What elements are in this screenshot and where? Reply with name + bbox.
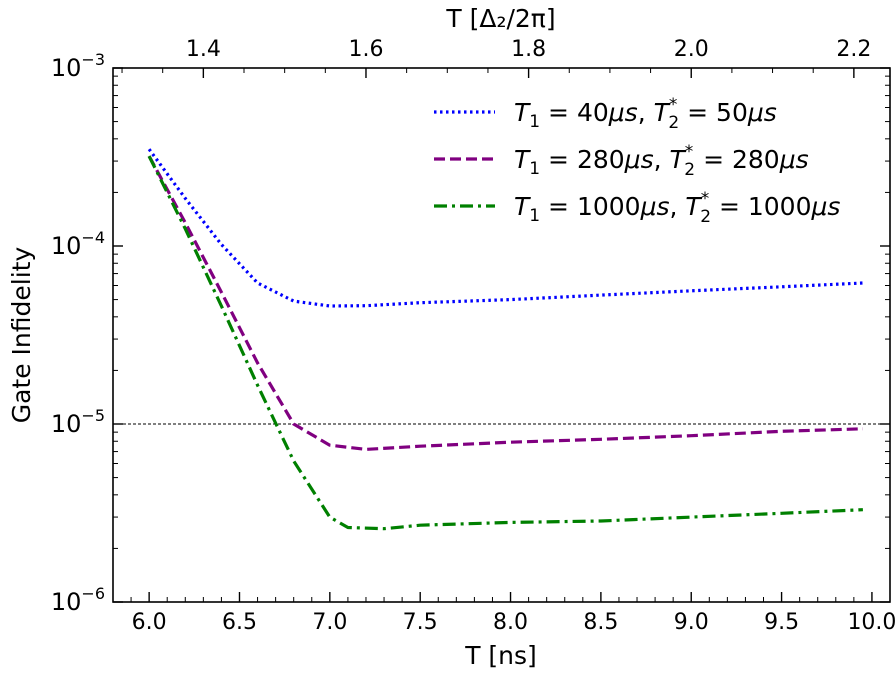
legend-label-part: μs	[747, 98, 777, 127]
y-tick-label-base: 10	[51, 588, 82, 616]
y-tick-label-base: 10	[51, 410, 82, 438]
y-tick-label-base: 10	[51, 232, 82, 260]
x-tick-label: 9.5	[764, 610, 799, 635]
legend-label-part: 1	[529, 159, 540, 179]
legend-label-part: *	[685, 142, 694, 162]
legend-label-part: μs	[811, 192, 841, 221]
y-tick-label-exponent: −3	[81, 50, 105, 69]
legend-label-part: 2	[684, 160, 695, 180]
legend-label-part: T	[654, 98, 671, 127]
legend-label: T1 = 280μs, T* 2 = 280μs	[514, 142, 809, 180]
legend-label: T1 = 1000μs, T* 2 = 1000μs	[514, 189, 840, 227]
plot-frame	[112, 67, 891, 603]
series-line-3	[147, 155, 863, 531]
x-tick-label: 6.0	[132, 610, 167, 635]
series-lines	[147, 148, 863, 531]
legend-label-part: 2	[668, 113, 679, 133]
y-axis-label: Gate Infidelity	[7, 247, 36, 424]
y-tick-labels: 10−310−410−510−6	[51, 50, 105, 616]
y-tick-label-exponent: −5	[81, 406, 105, 425]
top-tick-label: 1.8	[511, 37, 546, 62]
x-tick-labels: 6.0 6.5 7.0 7.5 8.0 8.5 9.0 9.5 10.0	[132, 610, 896, 635]
legend-label: T1 = 40μs, T* 2 = 50μs	[514, 95, 777, 133]
legend-label-part: T	[685, 192, 702, 221]
legend-label-part: μs	[779, 145, 809, 174]
legend-label-part: 1	[529, 206, 540, 226]
x-tick-label: 7.5	[403, 610, 438, 635]
legend-label-part: = 1000	[711, 192, 811, 221]
legend-label-part: ,	[638, 98, 654, 127]
legend-label-part: T	[514, 192, 531, 221]
legend-label-part: = 40	[540, 98, 609, 127]
y-tick-label-exponent: −6	[81, 584, 105, 603]
top-tick-labels: 1.4 1.6 1.8 2.0 2.2	[186, 37, 872, 62]
x-tick-label: 9.0	[674, 610, 709, 635]
x-tick-label: 10.0	[847, 610, 896, 635]
top-tick-label: 1.6	[348, 37, 383, 62]
legend-label-part: = 280	[540, 145, 625, 174]
top-x-axis-label: T [Δ₂/2π]	[445, 4, 555, 33]
x-axis-label: T [ns]	[464, 641, 537, 670]
top-tick-label: 1.4	[186, 37, 221, 62]
y-tick-label: 10−6	[51, 584, 105, 616]
legend-label-part: ,	[670, 192, 686, 221]
legend-label-part: T	[514, 145, 531, 174]
series-line-2	[147, 155, 863, 451]
y-tick-label-base: 10	[51, 54, 82, 82]
legend-label-part: *	[701, 189, 710, 209]
top-tick-label: 2.2	[836, 37, 871, 62]
x-tick-label: 6.5	[222, 610, 257, 635]
legend-label-part: T	[670, 145, 687, 174]
legend-label-part: = 50	[679, 98, 748, 127]
y-tick-label: 10−3	[51, 50, 105, 82]
legend-label-part: *	[669, 95, 678, 115]
legend-label-part: T	[514, 98, 531, 127]
x-tick-label: 7.0	[312, 610, 347, 635]
legend-label-part: ,	[654, 145, 670, 174]
legend-label-part: 1	[529, 112, 540, 132]
x-tick-label: 8.0	[493, 610, 528, 635]
legend-label-part: μs	[640, 192, 670, 221]
top-tick-label: 2.0	[674, 37, 709, 62]
legend-label-part: = 280	[695, 145, 780, 174]
legend-label-part: μs	[608, 98, 638, 127]
x-tick-label: 8.5	[583, 610, 618, 635]
y-tick-label: 10−5	[51, 406, 105, 438]
legend-label-part: μs	[624, 145, 654, 174]
legend-label-part: = 1000	[540, 192, 640, 221]
y-tick-label: 10−4	[51, 228, 105, 260]
y-tick-label-exponent: −4	[81, 228, 105, 247]
legend-label-part: 2	[700, 207, 711, 227]
